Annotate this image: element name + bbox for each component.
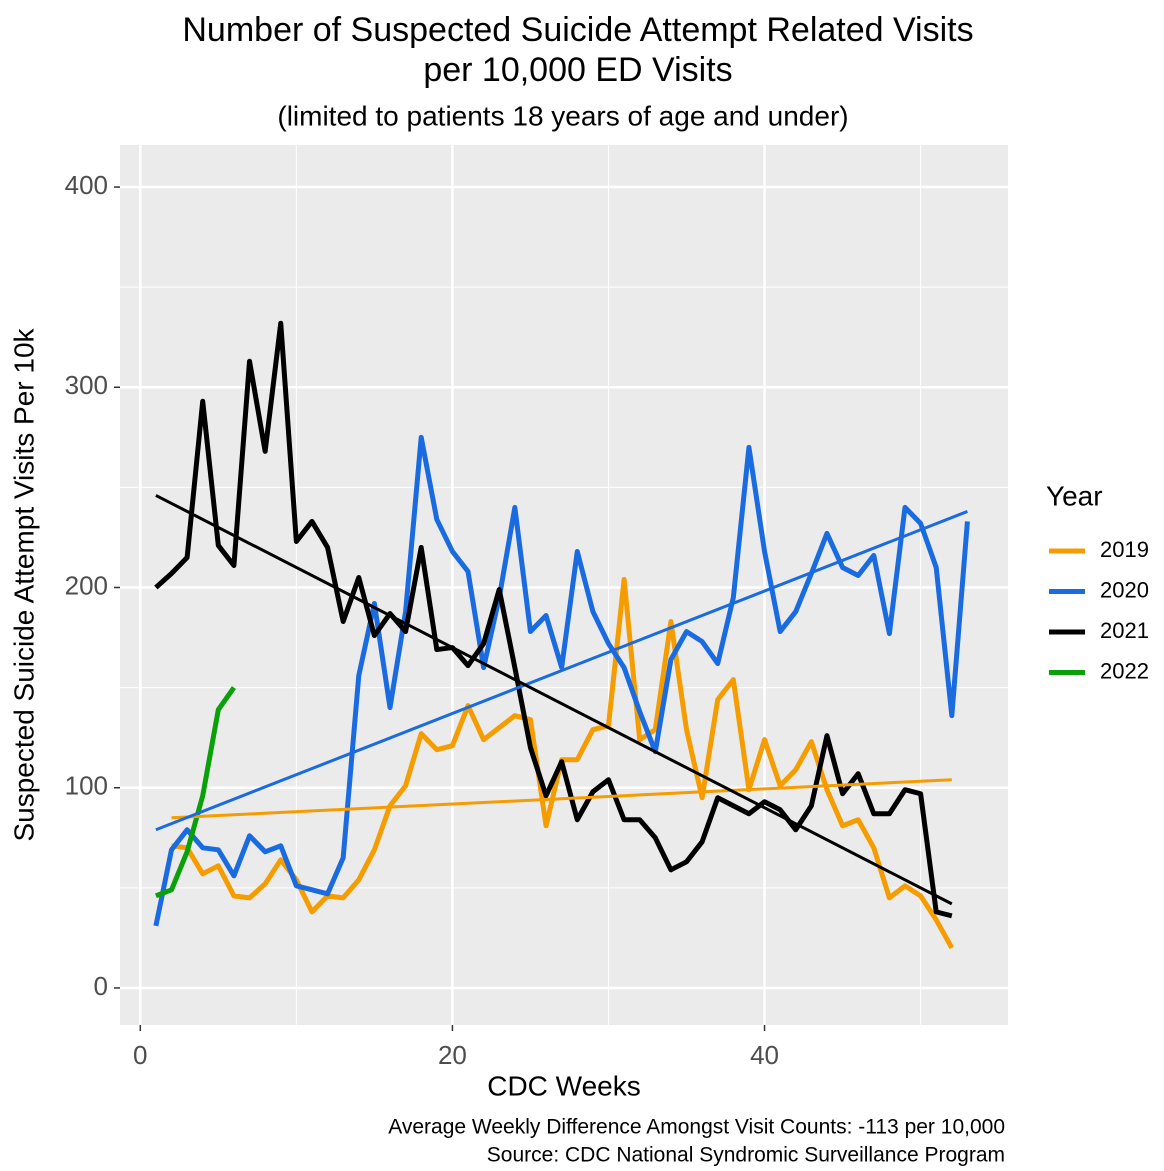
chart-title: Number of Suspected Suicide Attempt Rela… [182,11,973,49]
legend-label: 2019 [1100,537,1149,562]
data-line [154,686,236,899]
legend-title: Year [1046,480,1103,511]
y-axis-title: Suspected Suicide Attempt Visits Per 10k [8,327,39,841]
legend-label: 2020 [1100,577,1149,602]
caption: Average Weekly Difference Amongst Visit … [388,1116,1005,1139]
trend-line [171,778,952,820]
caption: Source: CDC National Syndromic Surveilla… [487,1144,1005,1167]
y-tick-label: 100 [65,771,108,801]
data-line [154,320,953,919]
chart-subtitle: (limited to patients 18 years of age and… [277,100,848,131]
x-tick-label: 40 [750,1040,779,1070]
x-tick-label: 20 [438,1040,467,1070]
trend-line [155,510,968,832]
chart-title: per 10,000 ED Visits [423,51,732,89]
y-tick-label: 400 [65,170,108,200]
y-tick-label: 300 [65,370,108,400]
legend-label: 2022 [1100,658,1149,683]
legend-label: 2021 [1100,618,1149,643]
data-line [153,434,970,927]
x-axis-title: CDC Weeks [487,1070,641,1101]
trend-line [155,494,953,906]
x-tick-label: 0 [133,1040,147,1070]
y-tick-label: 0 [94,971,108,1001]
y-tick-label: 200 [65,570,108,600]
